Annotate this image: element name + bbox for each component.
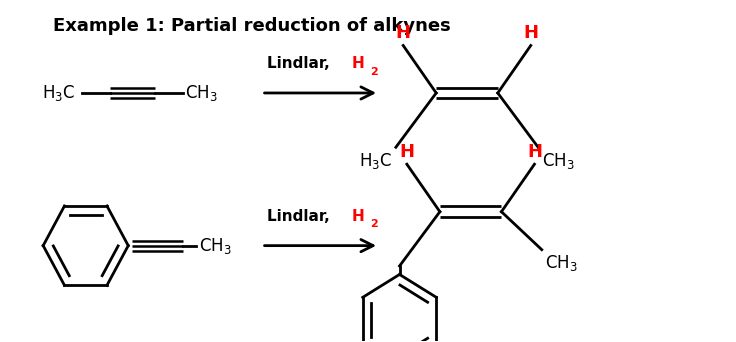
Text: H: H [396,24,411,42]
Text: 2: 2 [370,67,378,77]
Text: CH$_3$: CH$_3$ [545,253,578,273]
Text: H: H [400,143,414,161]
Text: H: H [527,143,542,161]
Text: H: H [523,24,538,42]
Text: H$_3$C: H$_3$C [359,150,392,171]
Text: CH$_3$: CH$_3$ [542,150,575,171]
Text: CH$_3$: CH$_3$ [199,236,231,255]
Text: Lindlar,: Lindlar, [267,209,335,224]
Text: 2: 2 [370,219,378,229]
Text: Lindlar,: Lindlar, [267,56,335,71]
Text: H: H [351,56,364,71]
Text: H$_3$C: H$_3$C [42,83,75,103]
Text: H: H [351,209,364,224]
Text: Example 1: Partial reduction of alkynes: Example 1: Partial reduction of alkynes [53,17,450,35]
Text: CH$_3$: CH$_3$ [185,83,217,103]
